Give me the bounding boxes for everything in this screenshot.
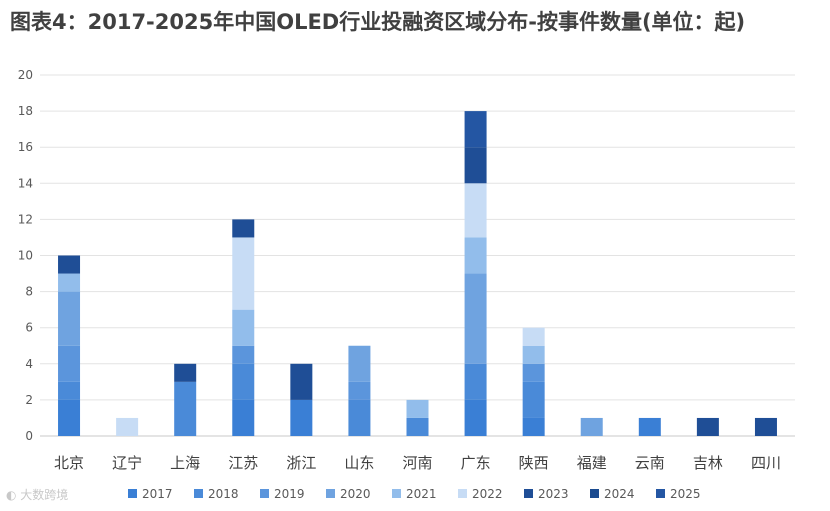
y-tick-label: 14 [18, 176, 33, 190]
legend: 2017 2018 2019 2020 2021 2022 2023 2024 2025 [128, 487, 701, 501]
bar-segment [232, 345, 255, 364]
legend-label: 2018 [208, 487, 239, 501]
x-tick-label: 浙江 [286, 454, 316, 472]
bar-segment [580, 417, 603, 436]
x-tick-label: 山东 [344, 454, 374, 472]
bar-segment [696, 417, 719, 436]
x-tick-label: 云南 [635, 454, 665, 472]
bar-segment [464, 111, 487, 148]
chart-title: 图表4：2017-2025年中国OLED行业投融资区域分布-按事件数量(单位：起… [10, 10, 746, 34]
legend-label: 2023 [538, 487, 569, 501]
x-axis-tick-labels: 北京 辽宁 上海 江苏 浙江 山东 河南 广东 陕西 福建 云南 吉林 四川 [54, 454, 781, 472]
bar-segment [232, 363, 255, 400]
bar-segment [464, 363, 487, 400]
y-tick-label: 0 [25, 429, 33, 443]
x-tick-label: 河南 [402, 454, 432, 472]
bar-segment [464, 273, 487, 364]
bar-segment [406, 417, 429, 436]
bar-segment [754, 417, 777, 436]
grid-lines [40, 74, 795, 437]
legend-swatch [326, 489, 335, 498]
bar-segment [464, 237, 487, 274]
legend-label: 2020 [340, 487, 371, 501]
bar-segment [58, 273, 81, 292]
bar-segment [58, 255, 81, 274]
bar-segment [348, 399, 371, 436]
logo-icon: ◐ [6, 488, 21, 502]
bar-segment [232, 399, 255, 436]
y-tick-label: 20 [18, 68, 33, 82]
legend-label: 2024 [604, 487, 635, 501]
x-tick-label: 四川 [751, 454, 781, 472]
y-tick-label: 6 [25, 321, 33, 335]
legend-swatch [128, 489, 137, 498]
bar-segment [464, 183, 487, 238]
legend-swatch [260, 489, 269, 498]
legend-label: 2017 [142, 487, 173, 501]
bar-segment [522, 381, 545, 418]
y-tick-label: 2 [25, 393, 33, 407]
bar-segment [232, 309, 255, 346]
bar-segment [232, 219, 255, 238]
bar-segment [174, 363, 197, 382]
bar-segment [174, 381, 197, 436]
bar-segment [348, 345, 371, 382]
bars [58, 111, 777, 436]
x-tick-label: 福建 [577, 454, 607, 472]
bar-segment [290, 399, 313, 436]
x-tick-label: 广东 [461, 454, 491, 472]
x-tick-label: 上海 [170, 454, 200, 472]
bar-segment [522, 345, 545, 364]
legend-label: 2019 [274, 487, 305, 501]
legend-label: 2021 [406, 487, 437, 501]
y-axis-tick-labels: 0 2 4 6 8 10 12 14 16 18 20 [18, 68, 33, 443]
y-tick-label: 16 [18, 140, 33, 154]
legend-swatch [656, 489, 665, 498]
bar-segment [522, 327, 545, 346]
legend-label: 2025 [670, 487, 701, 501]
x-tick-label: 吉林 [693, 454, 723, 472]
legend-swatch [590, 489, 599, 498]
legend-swatch [458, 489, 467, 498]
legend-swatch [524, 489, 533, 498]
bar-segment [58, 291, 81, 346]
y-tick-label: 10 [18, 249, 33, 263]
legend-swatch [392, 489, 401, 498]
y-tick-label: 12 [18, 212, 33, 226]
y-tick-label: 18 [18, 104, 33, 118]
bar-segment [638, 417, 661, 436]
x-tick-label: 北京 [54, 454, 84, 472]
bar-segment [116, 417, 139, 436]
bar-segment [58, 399, 81, 436]
watermark-text: 大数跨境 [20, 488, 69, 502]
bar-segment [464, 147, 487, 184]
bar-segment [58, 345, 81, 382]
y-tick-label: 8 [25, 285, 33, 299]
x-tick-label: 陕西 [519, 454, 549, 472]
x-tick-label: 江苏 [228, 454, 258, 472]
bar-segment [290, 363, 313, 400]
bar-segment [58, 381, 81, 400]
bar-segment [406, 399, 429, 418]
bar-segment [348, 381, 371, 400]
bar-segment [522, 417, 545, 436]
y-tick-label: 4 [25, 357, 33, 371]
watermark-logo: ◐ 大数跨境 [6, 486, 68, 503]
bar-segment [232, 237, 255, 310]
x-tick-label: 辽宁 [112, 454, 142, 472]
legend-label: 2022 [472, 487, 503, 501]
bar-segment [522, 363, 545, 382]
bar-segment [464, 399, 487, 436]
legend-swatch [194, 489, 203, 498]
